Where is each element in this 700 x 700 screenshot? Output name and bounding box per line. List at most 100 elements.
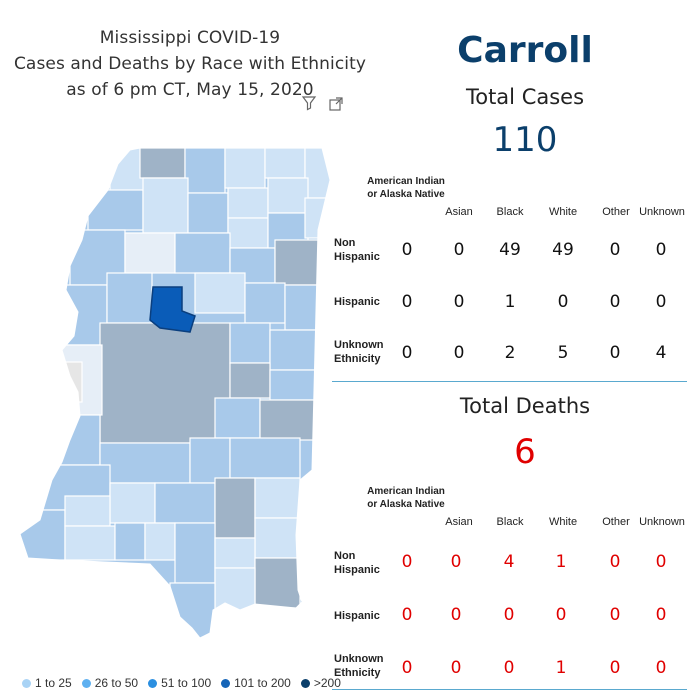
county[interactable] <box>64 495 111 527</box>
total-cases-label: Total Cases <box>465 85 585 109</box>
legend-item[interactable]: 51 to 100 <box>148 676 211 690</box>
county[interactable] <box>214 397 261 439</box>
deaths-cell: 0 <box>401 605 413 625</box>
county[interactable] <box>20 509 66 561</box>
deaths-cell: 0 <box>503 605 515 625</box>
filter-icon[interactable] <box>301 95 317 111</box>
legend-label: 1 to 25 <box>35 676 72 690</box>
county[interactable] <box>229 437 301 479</box>
county[interactable] <box>99 442 191 484</box>
col-header-unknown: Unknown <box>639 206 685 218</box>
county[interactable] <box>106 272 153 324</box>
county[interactable] <box>224 148 266 189</box>
legend-item[interactable]: 1 to 25 <box>22 676 72 690</box>
cases-cell: 0 <box>655 292 667 312</box>
mississippi-county-map[interactable] <box>0 140 335 640</box>
county[interactable] <box>142 177 189 234</box>
deaths-cell: 0 <box>655 605 667 625</box>
deaths-cell: 0 <box>401 552 413 572</box>
cases-cell: 2 <box>504 343 516 363</box>
county[interactable] <box>114 522 146 561</box>
deaths-cell: 0 <box>609 605 621 625</box>
cases-cell: 0 <box>557 292 569 312</box>
county[interactable] <box>109 482 156 524</box>
legend-item[interactable]: 26 to 50 <box>81 676 139 690</box>
section-divider <box>332 689 687 690</box>
cases-cell: 4 <box>655 343 667 363</box>
county[interactable] <box>87 189 144 231</box>
map-title-line-2: Cases and Deaths by Race with Ethnicity <box>13 54 367 74</box>
county[interactable] <box>174 232 231 274</box>
county[interactable] <box>184 148 226 194</box>
legend-item[interactable]: >200 <box>300 676 341 690</box>
county[interactable] <box>99 322 231 444</box>
row-header-non-hispanic: Non Hispanic <box>334 550 380 576</box>
county-carroll-selected[interactable] <box>149 286 196 333</box>
col-header-other: Other <box>602 206 630 218</box>
legend-item[interactable]: 101 to 200 <box>221 676 291 690</box>
col-header-other: Other <box>602 516 630 528</box>
deaths-cell: 0 <box>555 605 567 625</box>
county[interactable] <box>64 525 116 561</box>
county[interactable] <box>269 329 321 371</box>
county[interactable] <box>139 148 186 179</box>
county[interactable] <box>259 399 321 441</box>
county[interactable] <box>229 322 271 364</box>
deaths-cell: 0 <box>609 552 621 572</box>
col-header-asian: Asian <box>445 516 473 528</box>
county[interactable] <box>284 284 330 331</box>
col-header-american-indian: American Indian or Alaska Native <box>367 486 445 510</box>
deaths-cell: 1 <box>555 552 567 572</box>
legend-dot <box>148 678 158 688</box>
county[interactable] <box>124 232 176 274</box>
county[interactable] <box>174 522 216 584</box>
legend-dot <box>81 678 91 688</box>
county[interactable] <box>154 482 216 524</box>
deaths-cell: 0 <box>450 605 462 625</box>
county[interactable] <box>254 477 301 519</box>
county[interactable] <box>189 437 231 484</box>
cases-cell: 49 <box>499 240 521 260</box>
legend-label: 26 to 50 <box>94 676 139 690</box>
county[interactable] <box>304 148 335 199</box>
col-header-american-indian: American Indian or Alaska Native <box>367 176 445 200</box>
county[interactable] <box>254 557 301 609</box>
county[interactable] <box>59 414 101 466</box>
deaths-cell: 0 <box>503 658 515 678</box>
col-header-white: White <box>548 206 578 218</box>
county[interactable] <box>264 148 306 179</box>
cases-cell: 0 <box>453 343 465 363</box>
county[interactable] <box>214 537 256 569</box>
deaths-cell: 0 <box>655 552 667 572</box>
county[interactable] <box>227 217 269 249</box>
state-outline <box>19 147 331 639</box>
county[interactable] <box>304 197 335 239</box>
row-header-unknown-ethnicity: Unknown Ethnicity <box>334 653 384 679</box>
legend-dot <box>300 678 310 688</box>
county[interactable] <box>187 192 229 234</box>
county[interactable] <box>254 517 301 559</box>
focus-mode-icon[interactable] <box>328 96 344 112</box>
county[interactable] <box>267 177 309 214</box>
cases-cell: 0 <box>609 240 621 260</box>
cases-cell: 0 <box>609 343 621 363</box>
deaths-cell: 0 <box>450 552 462 572</box>
deaths-cell: 0 <box>450 658 462 678</box>
total-deaths-value: 6 <box>514 432 536 472</box>
cases-cell: 0 <box>401 240 413 260</box>
county[interactable] <box>269 369 321 401</box>
county[interactable] <box>214 477 256 539</box>
row-header-hispanic: Hispanic <box>334 296 380 308</box>
deaths-cell: 0 <box>401 658 413 678</box>
county[interactable] <box>169 582 216 640</box>
county[interactable] <box>244 282 286 324</box>
cases-cell: 0 <box>401 292 413 312</box>
cases-cell: 0 <box>401 343 413 363</box>
deaths-cell: 1 <box>555 658 567 678</box>
county[interactable] <box>229 362 271 399</box>
cases-cell: 49 <box>552 240 574 260</box>
county[interactable] <box>194 272 246 314</box>
county[interactable] <box>227 187 269 219</box>
cases-cell: 0 <box>453 240 465 260</box>
county[interactable] <box>144 522 176 561</box>
